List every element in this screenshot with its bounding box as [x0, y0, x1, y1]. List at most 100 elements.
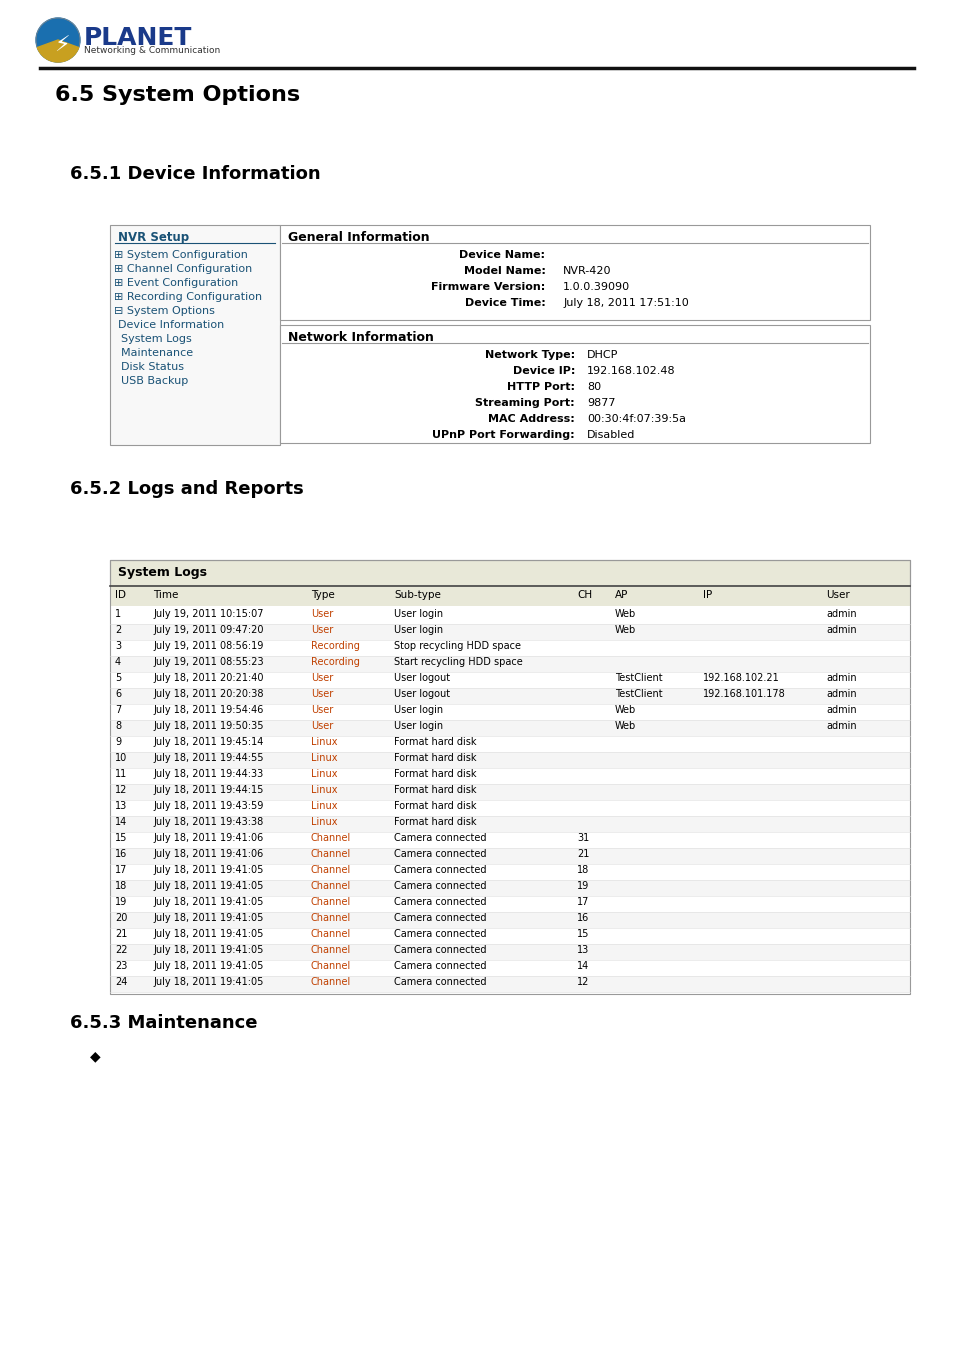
Text: July 18, 2011 19:43:38: July 18, 2011 19:43:38 — [152, 817, 263, 828]
Text: General Information: General Information — [288, 231, 429, 244]
Text: Channel: Channel — [311, 913, 351, 923]
Text: ID: ID — [115, 590, 126, 599]
Text: 19: 19 — [577, 882, 589, 891]
Text: Format hard disk: Format hard disk — [394, 769, 476, 779]
Text: Camera connected: Camera connected — [394, 977, 486, 987]
Text: ⚡: ⚡ — [54, 36, 70, 55]
Text: Stop recycling HDD space: Stop recycling HDD space — [394, 641, 520, 651]
FancyBboxPatch shape — [280, 325, 869, 443]
Text: July 18, 2011 19:41:05: July 18, 2011 19:41:05 — [152, 945, 263, 954]
Text: admin: admin — [825, 721, 856, 730]
Text: Format hard disk: Format hard disk — [394, 737, 476, 747]
Text: July 18, 2011 20:21:40: July 18, 2011 20:21:40 — [152, 674, 263, 683]
Text: 22: 22 — [115, 945, 128, 954]
Text: admin: admin — [825, 674, 856, 683]
Text: Format hard disk: Format hard disk — [394, 784, 476, 795]
Text: 6.5.2 Logs and Reports: 6.5.2 Logs and Reports — [70, 481, 303, 498]
FancyBboxPatch shape — [280, 225, 869, 320]
Text: July 18, 2011 19:41:05: July 18, 2011 19:41:05 — [152, 961, 263, 971]
Text: Format hard disk: Format hard disk — [394, 817, 476, 828]
Text: July 19, 2011 09:47:20: July 19, 2011 09:47:20 — [152, 625, 263, 634]
Text: 192.168.102.48: 192.168.102.48 — [586, 366, 675, 377]
Text: Type: Type — [311, 590, 335, 599]
FancyBboxPatch shape — [110, 896, 909, 913]
Text: 15: 15 — [115, 833, 128, 842]
Text: TestClient: TestClient — [615, 688, 662, 699]
Text: 20: 20 — [115, 913, 128, 923]
Text: 21: 21 — [577, 849, 589, 859]
Text: 80: 80 — [586, 382, 600, 391]
Text: Channel: Channel — [311, 896, 351, 907]
Text: User logout: User logout — [394, 674, 450, 683]
Text: July 18, 2011 19:44:33: July 18, 2011 19:44:33 — [152, 769, 263, 779]
FancyBboxPatch shape — [110, 640, 909, 656]
FancyBboxPatch shape — [110, 976, 909, 992]
Text: 6: 6 — [115, 688, 121, 699]
Text: ⊞ Channel Configuration: ⊞ Channel Configuration — [113, 265, 252, 274]
Text: Channel: Channel — [311, 833, 351, 842]
Text: Camera connected: Camera connected — [394, 865, 486, 875]
Text: 15: 15 — [577, 929, 589, 940]
Text: 19: 19 — [115, 896, 127, 907]
FancyBboxPatch shape — [110, 720, 909, 736]
Text: User login: User login — [394, 609, 442, 620]
Text: 23: 23 — [115, 961, 128, 971]
Text: Networking & Communication: Networking & Communication — [84, 46, 220, 55]
Text: 10: 10 — [115, 753, 127, 763]
Text: User logout: User logout — [394, 688, 450, 699]
Text: Recording: Recording — [311, 641, 359, 651]
Text: July 18, 2011 19:41:05: July 18, 2011 19:41:05 — [152, 913, 263, 923]
Text: 18: 18 — [115, 882, 127, 891]
Text: Maintenance: Maintenance — [113, 348, 193, 358]
Text: User: User — [311, 705, 333, 716]
Text: Recording: Recording — [311, 657, 359, 667]
Text: NVR-420: NVR-420 — [562, 266, 611, 275]
FancyBboxPatch shape — [110, 656, 909, 672]
Text: Channel: Channel — [311, 977, 351, 987]
Text: Camera connected: Camera connected — [394, 882, 486, 891]
FancyBboxPatch shape — [110, 784, 909, 801]
Text: July 18, 2011 19:41:05: July 18, 2011 19:41:05 — [152, 882, 263, 891]
Text: 18: 18 — [577, 865, 589, 875]
Text: July 18, 2011 19:45:14: July 18, 2011 19:45:14 — [152, 737, 263, 747]
Text: July 18, 2011 19:41:06: July 18, 2011 19:41:06 — [152, 833, 263, 842]
Text: Camera connected: Camera connected — [394, 913, 486, 923]
Text: 6.5.3 Maintenance: 6.5.3 Maintenance — [70, 1014, 257, 1031]
Text: DHCP: DHCP — [586, 350, 618, 360]
FancyBboxPatch shape — [110, 624, 909, 640]
Text: Camera connected: Camera connected — [394, 945, 486, 954]
Text: Disk Status: Disk Status — [113, 362, 184, 373]
Text: admin: admin — [825, 705, 856, 716]
Text: July 18, 2011 19:41:05: July 18, 2011 19:41:05 — [152, 865, 263, 875]
Text: Model Name:: Model Name: — [463, 266, 545, 275]
Text: System Logs: System Logs — [113, 333, 192, 344]
Text: 6.5 System Options: 6.5 System Options — [55, 85, 300, 105]
Text: 17: 17 — [577, 896, 589, 907]
Text: July 18, 2011 17:51:10: July 18, 2011 17:51:10 — [562, 298, 688, 308]
Text: Format hard disk: Format hard disk — [394, 801, 476, 811]
Text: 11: 11 — [115, 769, 127, 779]
Wedge shape — [37, 40, 78, 62]
Text: User: User — [311, 609, 333, 620]
Text: User: User — [311, 674, 333, 683]
Text: 31: 31 — [577, 833, 589, 842]
Text: 8: 8 — [115, 721, 121, 730]
Text: Linux: Linux — [311, 737, 337, 747]
Text: July 19, 2011 08:55:23: July 19, 2011 08:55:23 — [152, 657, 263, 667]
FancyBboxPatch shape — [110, 815, 909, 832]
Text: Web: Web — [615, 705, 636, 716]
Text: 7: 7 — [115, 705, 121, 716]
Text: User: User — [311, 625, 333, 634]
Text: July 18, 2011 19:41:05: July 18, 2011 19:41:05 — [152, 977, 263, 987]
Text: TestClient: TestClient — [615, 674, 662, 683]
Text: 9: 9 — [115, 737, 121, 747]
Text: Camera connected: Camera connected — [394, 849, 486, 859]
Text: IP: IP — [702, 590, 712, 599]
Text: July 18, 2011 20:20:38: July 18, 2011 20:20:38 — [152, 688, 263, 699]
Text: July 19, 2011 10:15:07: July 19, 2011 10:15:07 — [152, 609, 263, 620]
Text: Linux: Linux — [311, 801, 337, 811]
Text: Time: Time — [152, 590, 178, 599]
Text: 192.168.101.178: 192.168.101.178 — [702, 688, 785, 699]
Text: 12: 12 — [577, 977, 589, 987]
FancyBboxPatch shape — [110, 927, 909, 944]
